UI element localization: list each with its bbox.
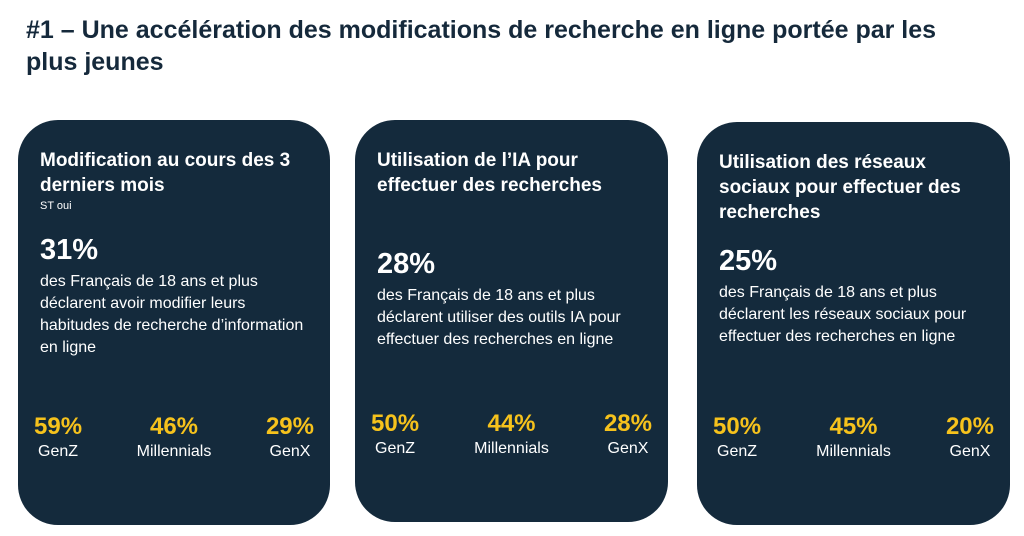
stat-label: GenZ — [38, 443, 79, 460]
card-heading: Utilisation des réseaux sociaux pour eff… — [719, 152, 961, 223]
stat-value: 50% — [371, 410, 420, 437]
card-value: 31% — [40, 234, 99, 266]
stat-millennials: 46% Millennials — [137, 413, 212, 461]
stat-label: GenX — [269, 443, 311, 460]
stat-value: 46% — [149, 413, 199, 440]
stat-genz: 50% GenZ — [371, 410, 419, 458]
stat-value: 50% — [713, 413, 762, 440]
stat-label: GenX — [607, 440, 649, 457]
card-description: des Français de 18 ans et plus déclarent… — [719, 284, 967, 345]
stat-value: 20% — [945, 413, 994, 440]
card-heading: Modification au cours des 3 derniers moi… — [40, 150, 291, 196]
stat-label: Millennials — [136, 443, 212, 460]
generation-stats: 50% GenZ 45% Millennials 20% GenX — [713, 413, 994, 461]
card-subheading: ST oui — [40, 200, 72, 212]
stat-genx: 28% GenX — [604, 410, 652, 458]
stat-label: GenX — [949, 443, 991, 460]
stat-genz: 50% GenZ — [713, 413, 761, 461]
stat-millennials: 45% Millennials — [816, 413, 891, 461]
stat-label: Millennials — [474, 440, 549, 457]
stat-label: GenZ — [375, 440, 416, 457]
stat-genx: 29% GenX — [266, 413, 314, 461]
card-modification: Modification au cours des 3 derniers moi… — [18, 120, 330, 525]
card-description: des Français de 18 ans et plus déclarent… — [377, 287, 621, 348]
card-ia: Utilisation de l’IA pour effectuer des r… — [355, 120, 668, 522]
stat-genz: 59% GenZ — [34, 413, 82, 461]
stat-value: 59% — [34, 413, 83, 440]
card-value: 28% — [377, 248, 436, 280]
card-value: 25% — [719, 245, 778, 277]
card-reseaux-sociaux: Utilisation des réseaux sociaux pour eff… — [697, 122, 1010, 525]
card-description: des Français de 18 ans et plus déclarent… — [40, 273, 304, 356]
stat-value: 28% — [603, 410, 652, 437]
stat-label: GenZ — [717, 443, 758, 460]
stat-value: 29% — [265, 413, 314, 440]
generation-stats: 50% GenZ 44% Millennials 28% GenX — [371, 410, 652, 458]
stat-label: Millennials — [816, 443, 891, 460]
stat-genx: 20% GenX — [946, 413, 994, 461]
stat-value: 44% — [487, 410, 536, 437]
card-heading: Utilisation de l’IA pour effectuer des r… — [377, 150, 602, 196]
page-title: #1 – Une accélération des modifications … — [26, 16, 937, 76]
generation-stats: 59% GenZ 46% Millennials 29% GenX — [34, 413, 314, 461]
stat-millennials: 44% Millennials — [474, 410, 549, 458]
stat-value: 45% — [829, 413, 878, 440]
